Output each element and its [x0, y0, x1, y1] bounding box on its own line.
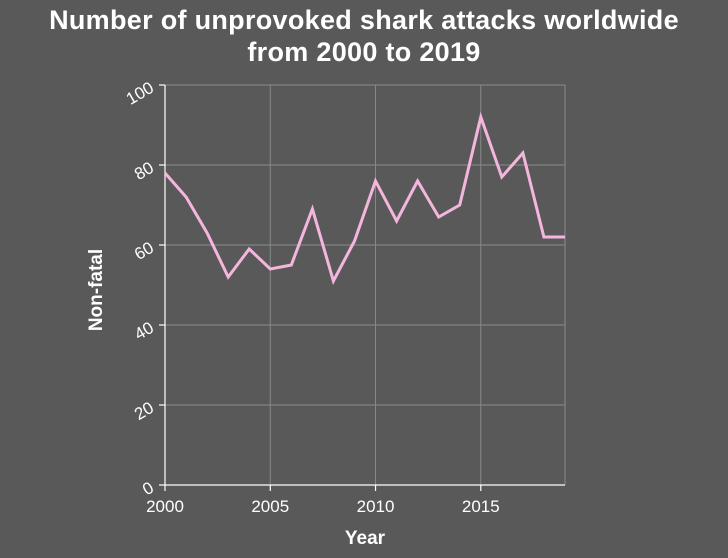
y-tick-label-60: 60 — [131, 238, 157, 264]
chart-title-line-2: from 2000 to 2019 — [247, 37, 481, 67]
x-tick-label-2000: 2000 — [146, 497, 184, 516]
series-line-non-fatal — [163, 111, 565, 285]
x-tick-label-2005: 2005 — [251, 497, 289, 516]
y-tick-label-100: 100 — [123, 78, 157, 109]
chart-title-line-1: Number of unprovoked shark attacks world… — [49, 5, 679, 35]
x-axis-label: Year — [345, 528, 386, 549]
x-tick-label-2015: 2015 — [462, 497, 500, 516]
y-tick-label-40: 40 — [131, 318, 157, 344]
x-tick-label-2010: 2010 — [357, 497, 395, 516]
chart-title: Number of unprovoked shark attacks world… — [0, 4, 728, 68]
y-tick-label-20: 20 — [131, 398, 157, 424]
y-axis-label: Non-fatal — [86, 249, 107, 331]
y-tick-label-80: 80 — [131, 158, 157, 184]
